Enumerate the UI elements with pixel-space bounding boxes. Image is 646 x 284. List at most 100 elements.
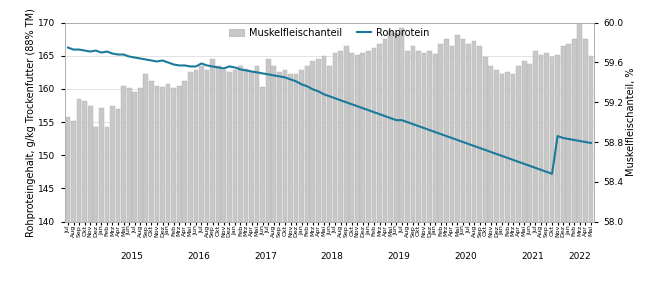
Bar <box>561 46 565 222</box>
Bar <box>433 54 437 222</box>
Bar <box>555 55 560 222</box>
Bar <box>182 81 187 222</box>
Text: 2020: 2020 <box>454 252 477 261</box>
Bar <box>188 72 193 222</box>
Bar <box>177 86 182 222</box>
Bar <box>422 53 426 222</box>
Bar <box>522 61 526 222</box>
Bar <box>222 70 226 222</box>
Bar <box>127 88 132 222</box>
Bar <box>149 81 154 222</box>
Bar <box>194 70 198 222</box>
Bar <box>199 66 204 222</box>
Bar <box>450 46 454 222</box>
Bar <box>227 72 232 222</box>
Bar <box>66 117 70 222</box>
Text: 2022: 2022 <box>568 252 591 261</box>
Bar <box>105 127 109 222</box>
Bar <box>533 51 537 222</box>
Bar <box>539 55 543 222</box>
Bar <box>116 109 120 222</box>
Bar <box>132 92 137 222</box>
Text: 2021: 2021 <box>521 252 544 261</box>
Bar <box>360 53 365 222</box>
Bar <box>322 56 326 222</box>
Bar <box>550 57 554 222</box>
Bar <box>388 31 393 222</box>
Bar <box>472 41 477 222</box>
Text: 2017: 2017 <box>254 252 277 261</box>
Bar <box>405 51 410 222</box>
Bar <box>299 70 304 222</box>
Bar <box>394 33 399 222</box>
Bar <box>567 44 571 222</box>
Bar <box>77 99 81 222</box>
Bar <box>249 72 254 222</box>
Bar <box>143 74 148 222</box>
Bar <box>494 70 499 222</box>
Bar <box>455 35 460 222</box>
Bar <box>266 59 271 222</box>
Bar <box>305 66 309 222</box>
Bar <box>399 28 404 222</box>
Bar <box>366 51 371 222</box>
Bar <box>233 70 237 222</box>
Text: 2015: 2015 <box>121 252 143 261</box>
Bar <box>205 70 209 222</box>
Bar <box>327 66 332 222</box>
Bar <box>349 53 354 222</box>
Legend: Muskelfleischanteil, Rohprotein: Muskelfleischanteil, Rohprotein <box>229 28 430 37</box>
Y-axis label: Rohproteingehalt, g/kg Trockenfutter (88% TM): Rohproteingehalt, g/kg Trockenfutter (88… <box>26 8 36 237</box>
Bar <box>371 48 377 222</box>
Bar <box>466 44 471 222</box>
Bar <box>71 121 76 222</box>
Bar <box>238 66 243 222</box>
Bar <box>282 70 287 222</box>
Bar <box>483 57 488 222</box>
Bar <box>288 74 293 222</box>
Bar <box>271 66 276 222</box>
Bar <box>411 46 415 222</box>
Bar <box>277 72 282 222</box>
Bar <box>121 86 126 222</box>
Bar <box>244 69 248 222</box>
Bar <box>416 51 421 222</box>
Bar <box>589 56 593 222</box>
Bar <box>511 74 516 222</box>
Bar <box>544 53 549 222</box>
Bar <box>255 66 260 222</box>
Bar <box>210 59 215 222</box>
Bar <box>377 44 382 222</box>
Bar <box>505 72 510 222</box>
Text: 2016: 2016 <box>187 252 210 261</box>
Bar <box>166 84 171 222</box>
Bar <box>82 101 87 222</box>
Bar <box>355 55 360 222</box>
Bar <box>444 39 449 222</box>
Bar <box>527 64 532 222</box>
Bar <box>88 106 92 222</box>
Bar <box>344 46 349 222</box>
Bar <box>461 39 465 222</box>
Bar <box>316 59 320 222</box>
Bar <box>171 88 176 222</box>
Bar <box>439 44 443 222</box>
Bar <box>310 61 315 222</box>
Bar <box>477 46 482 222</box>
Y-axis label: Muskelfleischanteil, %: Muskelfleischanteil, % <box>626 68 636 176</box>
Bar <box>382 39 388 222</box>
Text: 2019: 2019 <box>388 252 410 261</box>
Bar <box>110 106 115 222</box>
Bar <box>488 66 493 222</box>
Bar <box>260 87 265 222</box>
Bar <box>516 66 521 222</box>
Bar <box>427 51 432 222</box>
Bar <box>583 39 588 222</box>
Bar <box>499 74 505 222</box>
Bar <box>138 88 143 222</box>
Bar <box>572 39 577 222</box>
Bar <box>333 53 337 222</box>
Bar <box>216 66 220 222</box>
Text: 2018: 2018 <box>321 252 344 261</box>
Bar <box>94 127 98 222</box>
